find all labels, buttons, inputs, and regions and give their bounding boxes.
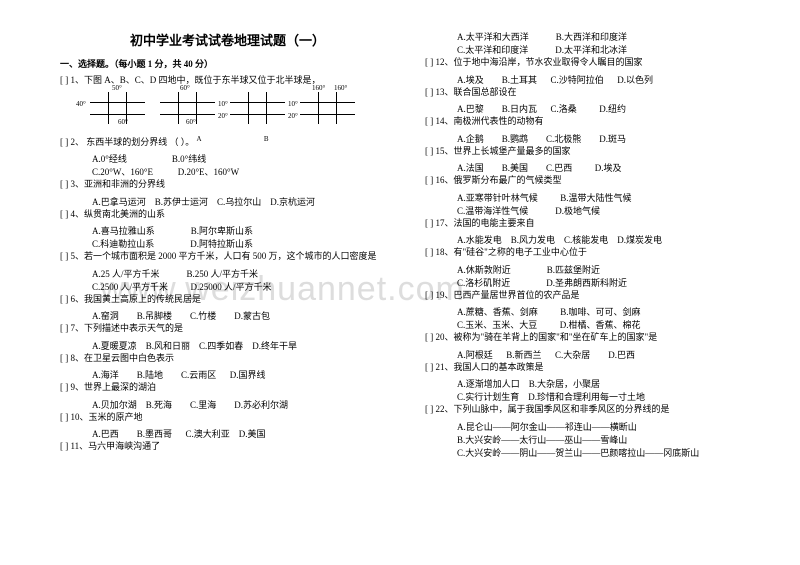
q1-diagrams: 40° 50° 60° 60° 60° 10° 20° bbox=[60, 92, 395, 132]
q3-opts: A.巴拿马运河 B.苏伊士运河 C.乌拉尔山 D.京杭运河 bbox=[60, 195, 395, 208]
question-19: [ ] 19、巴西产量居世界首位的农产品是 bbox=[425, 289, 760, 303]
q2-sup-a: A bbox=[197, 135, 202, 143]
q2-sup-b: B bbox=[264, 135, 269, 143]
q5-opts2: C.2500 人/平方千米 D.25000 人/平方千米 bbox=[60, 280, 395, 293]
question-7: [ ] 7、下列描述中表示天气的是 bbox=[60, 322, 395, 336]
q19-opts1: A.蔗糖、香蕉、剑麻 B.咖啡、可可、剑麻 bbox=[425, 305, 760, 318]
diagram-b: 60° 60° bbox=[160, 92, 220, 132]
q18-opts1: A.休斯敦附近 B.匹兹堡附近 bbox=[425, 263, 760, 276]
q17-opts: A.水能发电 B.风力发电 C.核能发电 D.煤炭发电 bbox=[425, 233, 760, 246]
q10-opts: A.巴西 B.墨西哥 C.澳大利亚 D.美国 bbox=[60, 427, 395, 440]
lbl: 160° bbox=[334, 84, 347, 92]
q1-text: [ ] 1、下图 A、B、C、D 四地中，既位于东半球又位于北半球是， bbox=[60, 75, 321, 85]
lbl: 20° bbox=[218, 112, 228, 120]
question-3: [ ] 3、亚洲和非洲的分界线 bbox=[60, 178, 395, 192]
q13-opts: A.巴黎 B.日内瓦 C.洛桑 D.纽约 bbox=[425, 102, 760, 115]
q21-opts2: C.实行计划生育 D.珍惜和合理利用每一寸土地 bbox=[425, 390, 760, 403]
q15-opts: A.法国 B.美国 C.巴西 D.埃及 bbox=[425, 161, 760, 174]
q16-opts2: C.温带海洋性气候 D.极地气候 bbox=[425, 204, 760, 217]
diagram-a: 40° 50° 60° bbox=[90, 92, 150, 132]
q6-opts: A.窑洞 B.吊脚楼 C.竹楼 D.蒙古包 bbox=[60, 309, 395, 322]
q20-opts: A.阿根廷 B.新西兰 C.大杂居 D.巴西 bbox=[425, 348, 760, 361]
lbl: 20° bbox=[288, 112, 298, 120]
q2-opts1: A.0°经线 B.0°纬线 bbox=[60, 152, 395, 165]
diagram-c: 10° 20° bbox=[230, 92, 290, 132]
lbl: 60° bbox=[186, 118, 196, 126]
q14-opts: A.企鹅 B.鹦鹉 C.北极熊 D.斑马 bbox=[425, 132, 760, 145]
question-8: [ ] 8、在卫星云图中白色表示 bbox=[60, 352, 395, 366]
q4-opts2: C.科迪勒拉山系 D.阿特拉斯山系 bbox=[60, 237, 395, 250]
lbl: 60° bbox=[180, 84, 190, 92]
lbl: 40° bbox=[76, 100, 86, 108]
question-13: [ ] 13、联合国总部设在 bbox=[425, 86, 760, 100]
q4-opts1: A.喜马拉雅山系 B.阿尔卑斯山系 bbox=[60, 224, 395, 237]
question-5: [ ] 5、若一个城市面积是 2000 平方千米，人口有 500 万，这个城市的… bbox=[60, 250, 395, 264]
question-20: [ ] 20、被称为"骑在羊背上的国家"和"坐在矿车上的国家"是 bbox=[425, 331, 760, 345]
q5-opts1: A.25 人/平方千米 B.250 人/平方千米 bbox=[60, 267, 395, 280]
question-21: [ ] 21、我国人口的基本政策是 bbox=[425, 361, 760, 375]
question-11: [ ] 11、马六甲海峡沟通了 bbox=[60, 440, 395, 454]
question-2: [ ] 2、 东西半球的划分界线 （ ）。 A B bbox=[60, 136, 395, 150]
q7-opts: A.夏暖夏凉 B.风和日丽 C.四季如春 D.终年干旱 bbox=[60, 339, 395, 352]
q22-opts3: C.大兴安岭——阴山——贺兰山——巴颜喀拉山——冈底斯山 bbox=[425, 446, 760, 459]
q22-opts1: A.昆仑山——阿尔金山——祁连山——横断山 bbox=[425, 420, 760, 433]
q12-opts: A.埃及 B.土耳其 C.沙特阿拉伯 D.以色列 bbox=[425, 73, 760, 86]
q2-opts2: C.20°W、160°E D.20°E、160°W bbox=[60, 165, 395, 178]
question-6: [ ] 6、我国黄土高原上的传统民居是 bbox=[60, 293, 395, 307]
q11-opts2: C.太平洋和印度洋 D.太平洋和北冰洋 bbox=[425, 43, 760, 56]
question-15: [ ] 15、世界上长城堡产量最多的国家 bbox=[425, 145, 760, 159]
question-14: [ ] 14、南极洲代表性的动物有 bbox=[425, 115, 760, 129]
q8-opts: A.海洋 B.陆地 C.云雨区 D.国界线 bbox=[60, 368, 395, 381]
exam-title: 初中学业考试试卷地理试题（一） bbox=[60, 30, 395, 49]
q9-opts: A.贝加尔湖 B.死海 C.里海 D.苏必利尔湖 bbox=[60, 398, 395, 411]
q11-opts1: A.太平洋和大西洋 B.大西洋和印度洋 bbox=[425, 30, 760, 43]
question-17: [ ] 17、法国的电能主要来自 bbox=[425, 217, 760, 231]
section-header: 一、选择题。（每小题 1 分，共 40 分） bbox=[60, 57, 395, 70]
lbl: 10° bbox=[288, 100, 298, 108]
q18-opts2: C.洛杉矶附近 D.圣弗朗西斯科附近 bbox=[425, 276, 760, 289]
question-4: [ ] 4、纵贯南北美洲的山系 bbox=[60, 208, 395, 222]
diagram-d: 10° 20° 160° 160° bbox=[300, 92, 360, 132]
exam-page: 初中学业考试试卷地理试题（一） 一、选择题。（每小题 1 分，共 40 分） [… bbox=[0, 0, 800, 479]
question-22: [ ] 22、下列山脉中，属于我国季风区和非季风区的分界线的是 bbox=[425, 403, 760, 417]
left-column: 初中学业考试试卷地理试题（一） 一、选择题。（每小题 1 分，共 40 分） [… bbox=[60, 30, 395, 459]
question-16: [ ] 16、俄罗斯分布最广的气候类型 bbox=[425, 174, 760, 188]
lbl: 50° bbox=[112, 84, 122, 92]
q19-opts2: C.玉米、玉米、大豆 D.柑橘、香蕉、棉花 bbox=[425, 318, 760, 331]
question-12: [ ] 12、位于地中海沿岸，节水农业取得令人瞩目的国家 bbox=[425, 56, 760, 70]
lbl: 10° bbox=[218, 100, 228, 108]
q16-opts1: A.亚寒带针叶林气候 B.温带大陆性气候 bbox=[425, 191, 760, 204]
question-9: [ ] 9、世界上最深的湖泊 bbox=[60, 381, 395, 395]
question-18: [ ] 18、有"硅谷"之称的电子工业中心位于 bbox=[425, 246, 760, 260]
right-column: A.太平洋和大西洋 B.大西洋和印度洋 C.太平洋和印度洋 D.太平洋和北冰洋 … bbox=[425, 30, 760, 459]
question-10: [ ] 10、玉米的原产地 bbox=[60, 411, 395, 425]
q2-text: [ ] 2、 东西半球的划分界线 （ ）。 bbox=[60, 137, 194, 147]
q22-opts2: B.大兴安岭——太行山——巫山——雪峰山 bbox=[425, 433, 760, 446]
lbl: 160° bbox=[312, 84, 325, 92]
q21-opts1: A.逐渐增加人口 B.大杂居，小聚居 bbox=[425, 377, 760, 390]
